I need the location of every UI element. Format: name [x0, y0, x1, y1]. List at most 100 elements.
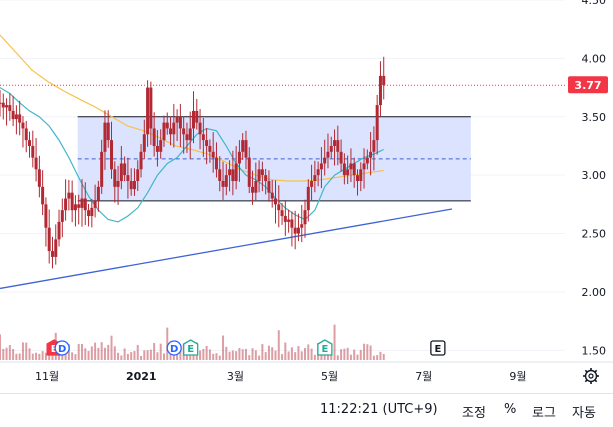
candle-body [14, 114, 18, 120]
candle-body [132, 181, 136, 190]
candle-body [0, 102, 2, 104]
candle-body [254, 181, 258, 193]
volume-bar [100, 342, 103, 360]
volume-bar [126, 353, 129, 360]
candle-body [287, 219, 291, 222]
candle-body [142, 134, 146, 152]
candle-body [323, 157, 327, 164]
volume-bar [304, 348, 307, 360]
candle-body [47, 227, 51, 252]
volume-bar [199, 350, 202, 360]
candle-body [119, 163, 123, 181]
time-tick-label: 9월 [509, 370, 526, 383]
candle-body [303, 210, 307, 225]
volume-bar [143, 350, 146, 360]
candle-body [273, 198, 277, 205]
candle-body [333, 140, 337, 146]
candle-body [18, 114, 22, 123]
volume-bar [274, 350, 277, 360]
log-scale-button[interactable]: 로그 [532, 406, 556, 421]
trendline-segment[interactable] [0, 208, 453, 290]
volume-bar [58, 355, 61, 360]
volume-bar [254, 350, 257, 360]
volume-bar [336, 355, 339, 360]
time-tick-label: 11월 [35, 370, 59, 383]
candle-body [198, 122, 202, 135]
volume-bar [356, 354, 359, 360]
candle-body [110, 140, 114, 170]
volume-bar [372, 355, 375, 360]
volume-bar [41, 351, 44, 360]
candle-body [293, 227, 297, 234]
candle-body [375, 105, 379, 141]
volume-bar [2, 348, 5, 360]
adjust-button[interactable]: 조정 [462, 406, 486, 421]
volume-bar [5, 347, 8, 360]
candle-body [228, 169, 232, 176]
volume-bar [267, 345, 270, 360]
volume-bar [333, 324, 336, 360]
candle-body [382, 75, 386, 86]
price-axis[interactable]: 4.50 4.00 3.50 3.00 2.50 2.00 1.50 3.77 [568, 0, 608, 357]
percent-scale-button[interactable]: % [504, 402, 517, 417]
candle-body [96, 186, 100, 201]
candle-body [106, 122, 110, 141]
candle-body [1, 102, 5, 108]
candle-body [24, 128, 28, 141]
volume-bar [208, 349, 211, 360]
candle-body [169, 128, 173, 135]
candle-body [237, 151, 241, 164]
volume-bar [15, 353, 18, 360]
candle-body [329, 145, 333, 152]
candle-body [211, 151, 215, 158]
time-axis[interactable]: 11월 2021 3월 5월 7월 9월 [0, 361, 613, 383]
dividend-marker [166, 340, 182, 356]
candle-body [313, 175, 317, 181]
candle-body [201, 134, 205, 141]
candle-body [136, 169, 140, 181]
volume-bar [64, 349, 67, 360]
volume-bar [123, 348, 126, 360]
time-tick-label: 5월 [321, 370, 338, 383]
candle-body [362, 163, 366, 170]
volume-bar [231, 350, 234, 360]
volume-bar [113, 346, 116, 360]
volume-bar [323, 354, 326, 360]
clock-timezone[interactable]: 11:22:21 (UTC+9) [320, 402, 438, 417]
candle-body [234, 163, 238, 181]
candle-body [73, 204, 77, 211]
volume-bar [21, 342, 24, 360]
candle-body [188, 128, 192, 141]
candle-body [178, 116, 182, 129]
candle-body [277, 204, 281, 211]
last-price-badge [568, 76, 608, 94]
price-tick-label: 4.00 [582, 52, 607, 65]
volume-bar [294, 352, 297, 360]
volume-bar [156, 352, 159, 360]
settings-gear-icon[interactable] [583, 368, 599, 384]
candle-body [244, 140, 248, 158]
volume-bar [241, 349, 244, 360]
candle-body [195, 110, 199, 123]
volume-bar [205, 345, 208, 360]
candle-body [283, 216, 287, 222]
volume-bar [110, 335, 113, 360]
event-marker-label: E [51, 344, 58, 355]
candle-body [139, 151, 143, 170]
volume-bar [248, 355, 251, 360]
candle-body [372, 140, 376, 152]
range-zone[interactable] [77, 116, 471, 202]
volume-bar [87, 350, 90, 360]
candle-body [90, 207, 94, 217]
candle-body [257, 169, 261, 181]
volume-bar [159, 343, 162, 360]
time-tick-label: 7월 [415, 370, 432, 383]
candle-body [316, 169, 320, 176]
candle-body [5, 105, 9, 108]
volume-bar [284, 342, 287, 360]
candle-body [310, 181, 314, 187]
auto-scale-button[interactable]: 자동 [572, 406, 596, 421]
trendline[interactable] [0, 208, 453, 290]
volume-bar [363, 343, 366, 360]
